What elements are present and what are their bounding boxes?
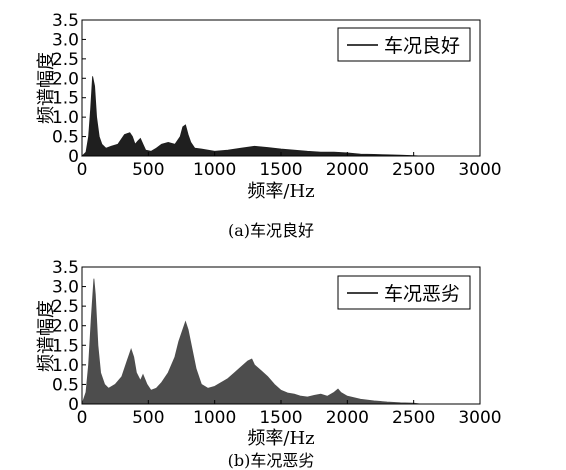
chart-a-x-axis-title: 频率/Hz <box>247 181 314 202</box>
chart-b-legend-label: 车况恶劣 <box>384 283 460 305</box>
chart-b-y-tick-label: 3.5 <box>52 258 79 278</box>
chart-a-y-tick-label: 1.5 <box>52 89 79 109</box>
chart-b-ticks: 0 500 1000 1500 2000 2500 300000.51.01.52.02.5… <box>52 258 502 428</box>
chart-a-legend-label: 车况良好 <box>384 35 460 57</box>
chart-a-x-tick-label: 1000 <box>193 160 236 180</box>
chart-a-y-tick-label: 3.5 <box>52 11 79 31</box>
chart-a-x-tick-label: 500 <box>132 160 164 180</box>
chart-b-y-tick-label: 0.5 <box>52 375 79 395</box>
chart-b-y-tick-label: 1.0 <box>52 356 79 376</box>
chart-b-y-tick-label: 0 <box>68 395 79 415</box>
chart-a-y-tick-label: 3.0 <box>52 30 79 50</box>
chart-a-ticks: 0 500 1000 1500 2000 2500 300000.51.01.52.02.5… <box>52 11 502 180</box>
chart-a-y-tick-label: 0 <box>68 147 79 167</box>
chart-a-y-axis-title: 频谱幅度 <box>36 52 57 124</box>
chart-b-x-axis-title: 频率/Hz <box>247 428 314 449</box>
chart-a-area-layer <box>81 76 480 157</box>
chart-b-y-tick-label: 1.5 <box>52 336 79 356</box>
chart-b-x-tick-label: 1500 <box>259 408 302 428</box>
chart-a-x-tick-label: 3000 <box>458 160 501 180</box>
chart-b-series-area <box>81 278 480 405</box>
chart-a-x-tick-label: 2000 <box>326 160 369 180</box>
chart-b-y-tick-label: 2.5 <box>52 297 79 317</box>
chart-a-y-tick-label: 0.5 <box>52 128 79 148</box>
chart-b-x-tick-label: 0 <box>77 408 88 428</box>
chart-a-y-tick-label: 2.5 <box>52 50 79 70</box>
chart-b-legend: 车况恶劣 <box>337 275 471 310</box>
chart-b-x-tick-label: 2000 <box>326 408 369 428</box>
chart-a-caption: (a)车况良好 <box>228 221 314 240</box>
chart-b-caption: (b)车况恶劣 <box>228 451 315 470</box>
chart-a: 0 500 1000 1500 2000 2500 300000.51.01.52.02.5… <box>36 11 502 240</box>
chart-b: 0 500 1000 1500 2000 2500 300000.51.01.52.02.5… <box>36 258 502 470</box>
chart-b-y-axis-title: 频谱幅度 <box>36 300 57 372</box>
chart-a-series-area <box>81 76 480 157</box>
chart-b-y-tick-label: 2.0 <box>52 317 79 337</box>
chart-a-y-tick-label: 1.0 <box>52 108 79 128</box>
chart-b-y-tick-label: 3.0 <box>52 278 79 298</box>
chart-b-x-tick-label: 2500 <box>392 408 435 428</box>
chart-a-legend: 车况良好 <box>337 27 471 62</box>
chart-a-x-tick-label: 1500 <box>259 160 302 180</box>
chart-a-y-tick-label: 2.0 <box>52 69 79 89</box>
chart-b-x-tick-label: 3000 <box>458 408 501 428</box>
chart-a-x-tick-label: 0 <box>77 160 88 180</box>
chart-b-area-layer <box>81 278 480 405</box>
chart-a-x-tick-label: 2500 <box>392 160 435 180</box>
chart-b-x-tick-label: 1000 <box>193 408 236 428</box>
chart-b-x-tick-label: 500 <box>132 408 164 428</box>
